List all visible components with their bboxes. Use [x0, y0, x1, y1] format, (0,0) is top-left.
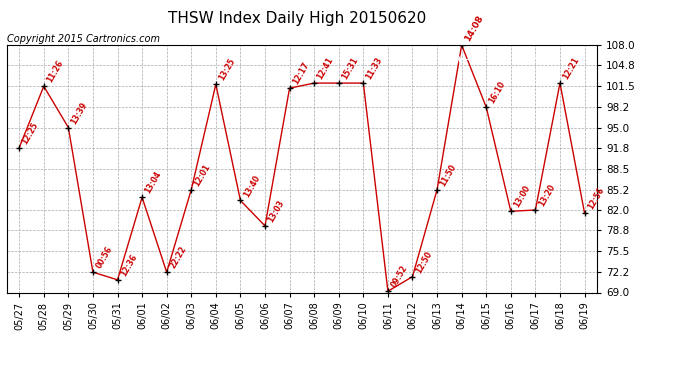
Text: 12:21: 12:21: [561, 56, 581, 81]
Text: 13:00: 13:00: [512, 184, 532, 209]
Text: 16:10: 16:10: [487, 80, 507, 105]
Text: 13:20: 13:20: [537, 183, 556, 208]
Text: 13:39: 13:39: [70, 100, 90, 126]
Text: 12:17: 12:17: [290, 61, 310, 86]
Text: 12:50: 12:50: [414, 249, 433, 275]
Text: THSW Index Daily High 20150620: THSW Index Daily High 20150620: [168, 11, 426, 26]
Text: 11:50: 11:50: [438, 162, 458, 188]
Text: 11:33: 11:33: [364, 56, 384, 81]
Text: 14:08: 14:08: [463, 14, 485, 43]
Text: 12:36: 12:36: [119, 252, 139, 278]
Text: 13:40: 13:40: [241, 173, 262, 199]
Text: 00:56: 00:56: [94, 245, 114, 270]
Text: Copyright 2015 Cartronics.com: Copyright 2015 Cartronics.com: [7, 34, 160, 44]
Text: 12:41: 12:41: [315, 56, 335, 81]
Text: 11:26: 11:26: [45, 59, 65, 84]
Text: 12:01: 12:01: [193, 162, 213, 188]
Text: 09:52: 09:52: [389, 264, 409, 290]
Text: 13:03: 13:03: [266, 199, 286, 224]
Text: 13:25: 13:25: [217, 57, 237, 82]
Text: 12:25: 12:25: [21, 121, 40, 146]
Text: 13:04: 13:04: [144, 170, 163, 195]
Text: 22:22: 22:22: [168, 245, 188, 270]
Text: 15:31: 15:31: [340, 56, 359, 81]
Text: 12:56: 12:56: [586, 186, 606, 211]
